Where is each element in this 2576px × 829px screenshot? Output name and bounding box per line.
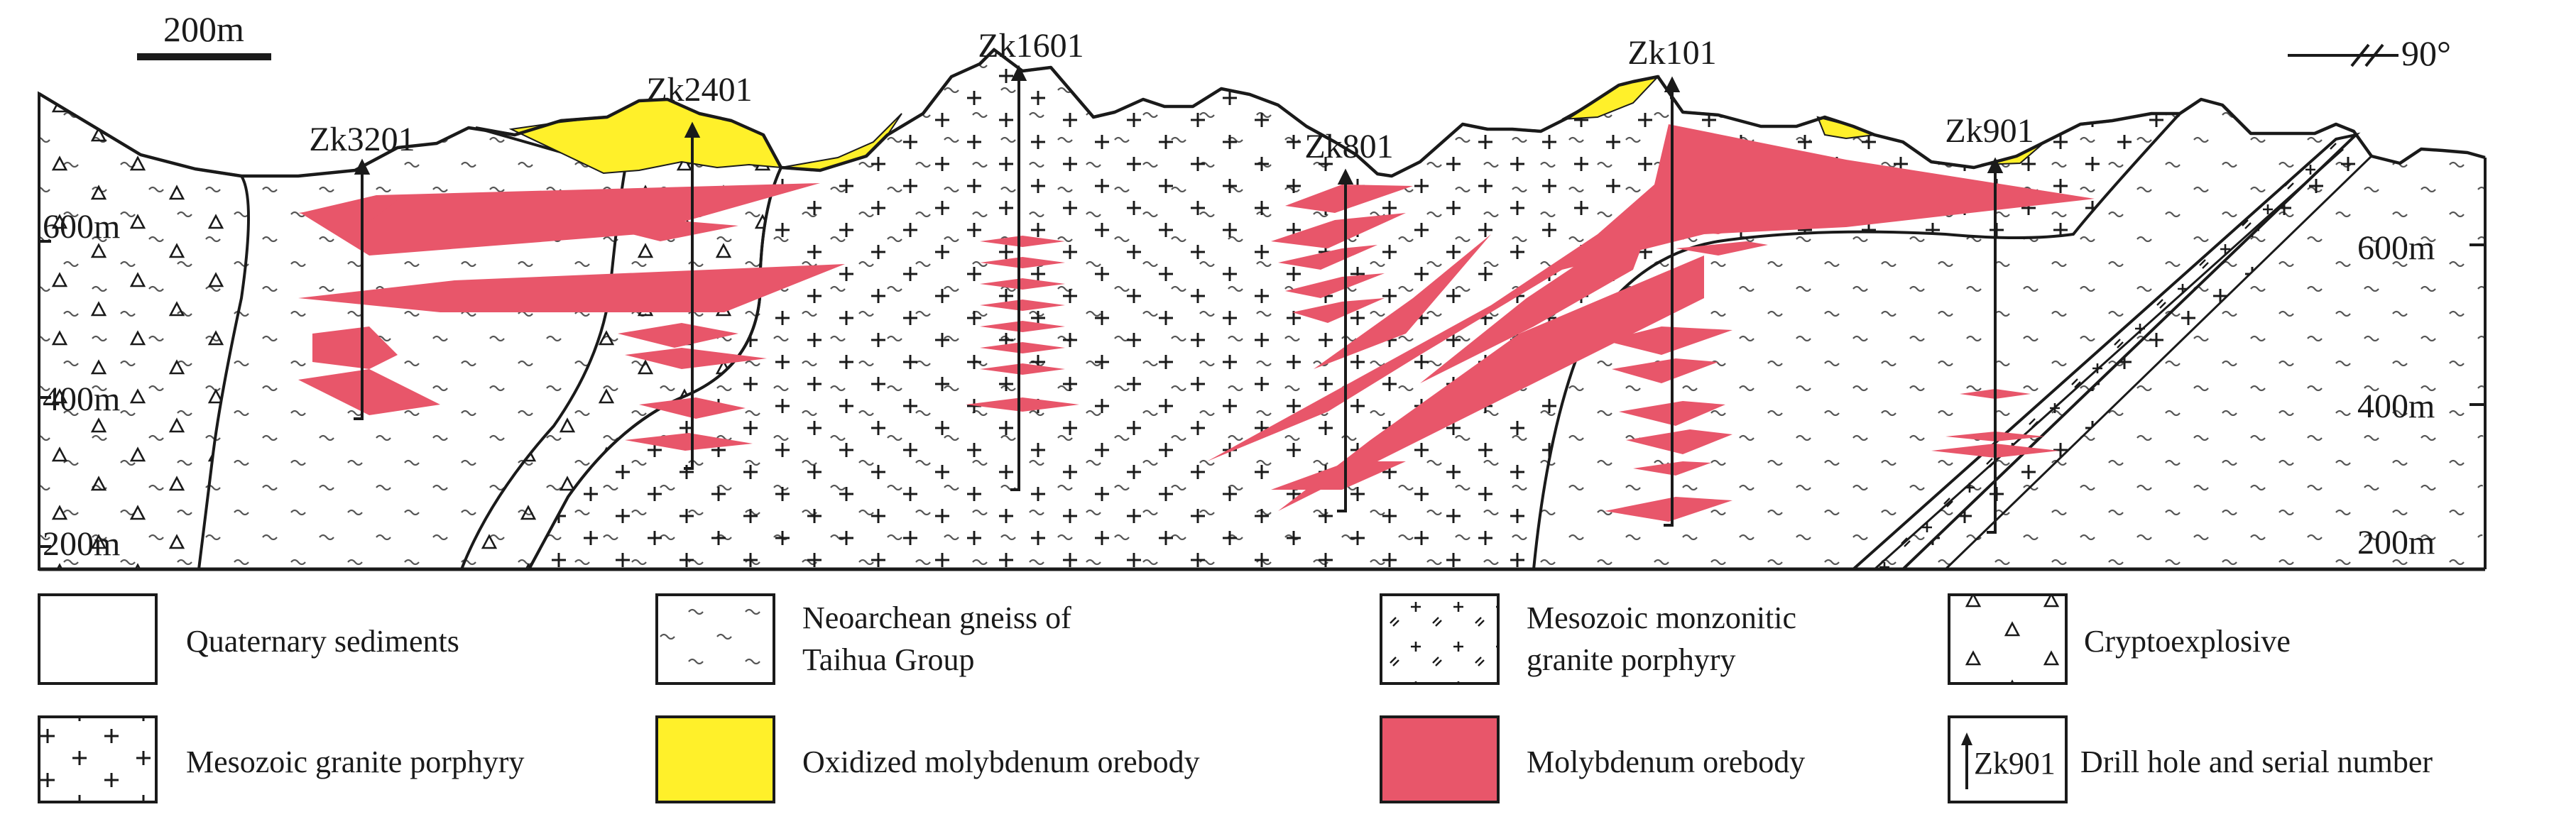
topography-line [38,48,2486,178]
drill-hole-label-zk3201: Zk3201 [309,121,415,158]
drill-hole-label-zk1601: Zk1601 [978,27,1084,65]
elevation-right-600: 600m [2357,229,2435,267]
legend-drill-hole-sample: Zk901 [1974,746,2056,781]
drill-hole-zk901 [1987,157,2004,534]
legend-item-oxidized-orebody: Oxidized molybdenum orebody [655,715,1200,803]
legend-swatch-granite-porphyry [38,715,158,803]
legend-label-cryptoexplosive: Cryptoexplosive [2084,624,2291,659]
legend-swatch-quaternary [38,593,158,685]
drill-hole-labels: Zk3201 Zk2401 Zk1601 Zk801 Zk101 Zk901 [309,27,2034,165]
drill-hole-zk801 [1337,168,1354,512]
legend: Quaternary sediments Neoarchean gneiss o… [38,593,2433,803]
drill-hole-zk1601 [1010,65,1027,491]
elevation-labels-left: 600m 400m 200m [39,208,120,563]
molybdenum-orebodies [298,124,2095,522]
orientation-indicator: 90° [2288,33,2451,73]
legend-label-quaternary: Quaternary sediments [186,624,459,659]
legend-item-granite-porphyry: Mesozoic granite porphyry [38,715,525,803]
elevation-labels-right: 600m 400m 200m [2357,229,2485,561]
legend-item-drill-hole: Zk901 Drill hole and serial number [1948,715,2433,803]
oxidized-orebody-4 [1816,116,1875,140]
drill-hole-label-zk2401: Zk2401 [646,71,752,109]
scale-bar-label: 200m [163,9,244,49]
legend-swatch-orebody [1380,715,1500,803]
legend-swatch-gneiss [655,593,775,685]
drill-hole-zk101 [1664,76,1681,527]
drill-holes [354,65,2004,534]
drill-hole-label-zk901: Zk901 [1945,112,2034,150]
drill-hole-zk3201 [354,158,371,420]
legend-label-monzonitic-1: Mesozoic monzonitic [1527,600,1796,635]
legend-label-granite-porphyry: Mesozoic granite porphyry [186,745,525,779]
cryptoexplosive-unit-left [38,91,250,571]
legend-item-gneiss: Neoarchean gneiss of Taihua Group [655,593,1071,685]
legend-swatch-monzonitic [1380,593,1500,685]
orientation-label: 90° [2401,33,2451,73]
elevation-left-600: 600m [43,208,120,246]
legend-label-gneiss-1: Neoarchean gneiss of [802,600,1071,635]
legend-item-cryptoexplosive: Cryptoexplosive [1948,593,2291,685]
legend-item-orebody: Molybdenum orebody [1380,715,1805,803]
legend-label-oxidized-orebody: Oxidized molybdenum orebody [802,745,1200,779]
drill-hole-label-zk101: Zk101 [1627,34,1716,72]
legend-swatch-cryptoexplosive [1948,593,2068,685]
drill-hole-zk2401 [684,121,701,470]
legend-label-drill-hole: Drill hole and serial number [2080,745,2433,779]
legend-item-monzonitic: Mesozoic monzonitic granite porphyry [1380,593,1796,685]
legend-label-gneiss-2: Taihua Group [802,642,975,677]
scale-bar: 200m [137,9,271,60]
section-body [38,48,2487,571]
legend-label-monzonitic-2: granite porphyry [1527,642,1735,677]
legend-swatch-oxidized-orebody [655,715,775,803]
elevation-left-400: 400m [43,380,120,418]
elevation-right-200: 200m [2357,524,2435,561]
legend-item-quaternary: Quaternary sediments [38,593,459,685]
legend-label-orebody: Molybdenum orebody [1527,745,1805,779]
drill-hole-label-zk801: Zk801 [1304,128,1393,165]
legend-swatch-drill-hole [1948,715,2068,803]
elevation-left-200: 200m [43,525,120,563]
elevation-right-400: 400m [2357,388,2435,425]
